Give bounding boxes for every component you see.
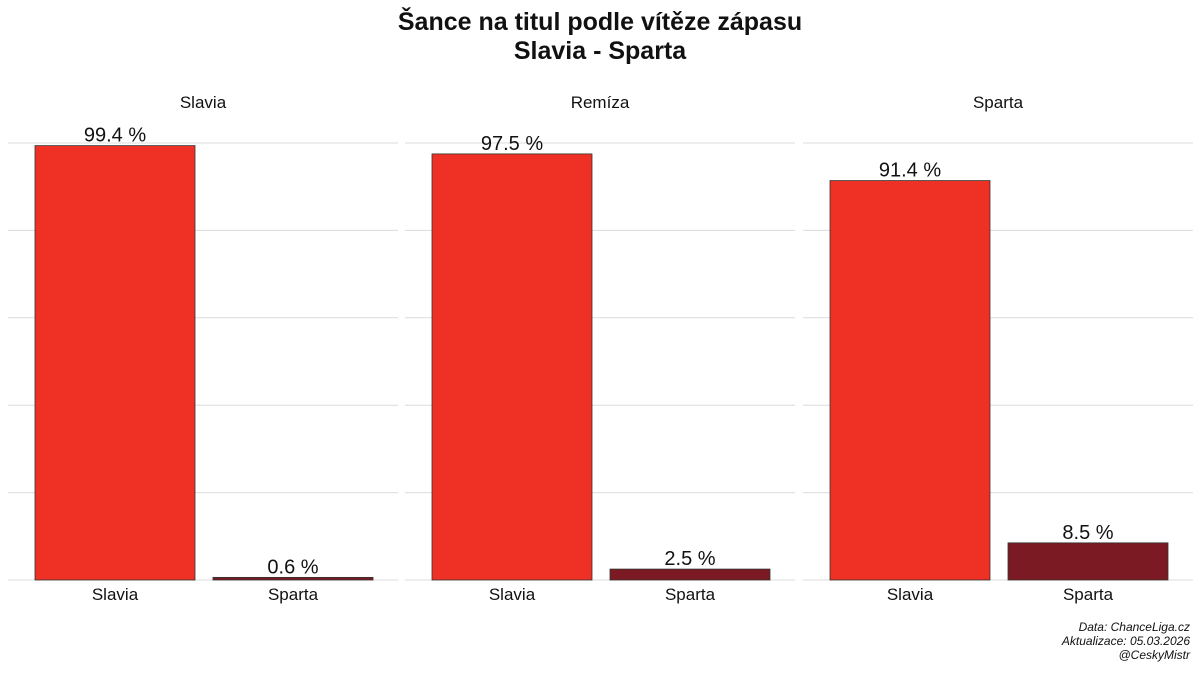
- caption-updated: Aktualizace: 05.03.2026: [1061, 634, 1190, 648]
- chart-title: Šance na titul podle vítěze zápasu: [397, 8, 803, 36]
- data-label: 91.4 %: [879, 160, 941, 182]
- bar-sparta: [212, 576, 374, 581]
- bar-slavia: [431, 153, 593, 581]
- panel-title: Slavia: [180, 93, 227, 112]
- caption-author: @CeskyMistr: [1118, 648, 1190, 662]
- bar-sparta: [609, 568, 771, 581]
- caption-source: Data: ChanceLiga.cz: [1078, 620, 1190, 634]
- data-label: 2.5 %: [664, 548, 715, 570]
- x-tick-label: Slavia: [489, 585, 536, 604]
- x-tick-label: Sparta: [268, 585, 319, 604]
- data-label: 97.5 %: [481, 133, 543, 155]
- x-tick-label: Slavia: [887, 585, 934, 604]
- bar-slavia: [34, 145, 196, 581]
- bar-slavia: [829, 180, 991, 581]
- panel-title: Sparta: [973, 93, 1024, 112]
- x-tick-label: Sparta: [665, 585, 716, 604]
- data-label: 0.6 %: [267, 556, 318, 578]
- data-label: 8.5 %: [1062, 522, 1113, 544]
- data-label: 99.4 %: [84, 125, 146, 147]
- chart-subtitle: Slavia - Sparta: [513, 37, 687, 65]
- panel-title: Remíza: [571, 93, 630, 112]
- bar-sparta: [1007, 542, 1169, 581]
- x-tick-label: Slavia: [92, 585, 139, 604]
- x-tick-label: Sparta: [1063, 585, 1114, 604]
